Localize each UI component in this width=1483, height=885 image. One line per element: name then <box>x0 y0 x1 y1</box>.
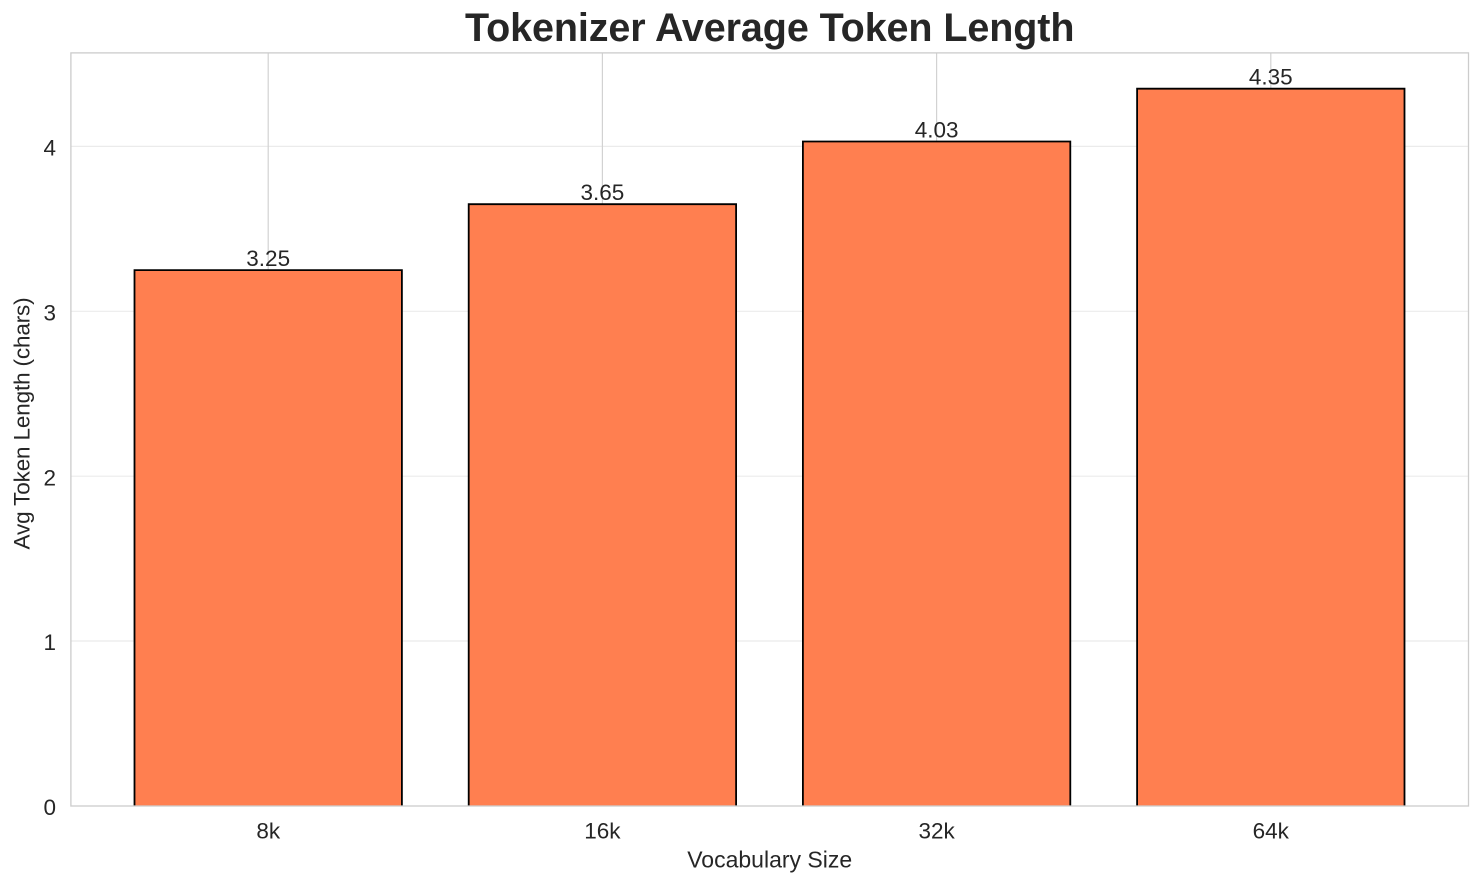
svg-text:Tokenizer Average Token Length: Tokenizer Average Token Length <box>465 6 1074 50</box>
svg-text:3.65: 3.65 <box>581 180 625 205</box>
svg-text:2: 2 <box>43 465 56 490</box>
svg-text:3: 3 <box>43 301 56 326</box>
svg-text:64k: 64k <box>1253 819 1290 844</box>
svg-text:1: 1 <box>43 630 56 655</box>
svg-text:16k: 16k <box>584 819 621 844</box>
svg-text:4.03: 4.03 <box>915 118 959 143</box>
svg-text:3.25: 3.25 <box>246 246 290 271</box>
svg-text:4.35: 4.35 <box>1249 65 1293 90</box>
svg-text:Avg Token Length (chars): Avg Token Length (chars) <box>10 298 35 550</box>
svg-text:0: 0 <box>43 795 56 820</box>
svg-text:32k: 32k <box>918 819 955 844</box>
svg-text:4: 4 <box>43 136 56 161</box>
svg-text:8k: 8k <box>256 819 281 844</box>
svg-text:Vocabulary Size: Vocabulary Size <box>687 846 852 872</box>
